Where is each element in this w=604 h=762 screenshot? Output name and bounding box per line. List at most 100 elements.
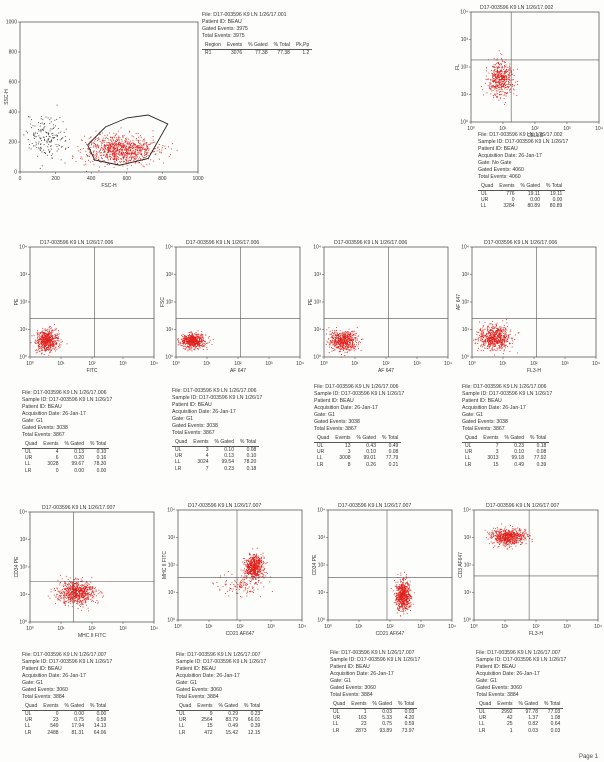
event-dot	[129, 140, 131, 142]
event-dot	[132, 140, 134, 142]
event-dot	[131, 152, 133, 154]
event-dot	[124, 144, 126, 146]
event-dot	[503, 73, 505, 75]
stats-cell: 0.08	[536, 449, 547, 456]
dot-layer	[473, 319, 520, 356]
event-dot	[501, 345, 503, 347]
event-dot	[46, 140, 48, 142]
event-dot	[49, 325, 51, 327]
event-dot	[117, 143, 118, 145]
event-dot	[113, 155, 115, 157]
event-dot	[105, 145, 107, 147]
event-dot	[152, 139, 154, 141]
x-tick-label: 10⁰	[468, 361, 476, 367]
event-dot	[496, 334, 497, 335]
event-dot	[40, 339, 42, 341]
event-dot	[486, 336, 488, 338]
event-dot	[81, 158, 83, 160]
event-dot	[160, 151, 162, 153]
event-dot	[501, 57, 503, 59]
event-dot	[114, 140, 116, 142]
event-dot	[39, 339, 41, 341]
event-dot	[342, 343, 344, 344]
event-dot	[196, 339, 198, 341]
event-dot	[193, 340, 195, 342]
event-dot	[110, 139, 112, 141]
event-dot	[339, 338, 341, 340]
event-dot	[72, 606, 74, 607]
event-dot	[178, 342, 180, 343]
event-dot	[495, 73, 497, 75]
event-dot	[64, 589, 66, 590]
event-dot	[184, 337, 186, 339]
event-dot	[66, 343, 68, 345]
event-dot	[356, 342, 358, 343]
event-dot	[107, 151, 109, 153]
stats-header-cell: Events	[332, 435, 354, 443]
event-dot	[186, 338, 188, 340]
event-dot	[510, 79, 512, 81]
event-dot	[47, 117, 49, 119]
event-dot	[28, 147, 30, 149]
event-dot	[36, 147, 38, 149]
event-dot	[83, 588, 85, 589]
event-dot	[116, 156, 118, 157]
event-dot	[85, 581, 87, 583]
event-dot	[54, 137, 56, 139]
event-dot	[497, 74, 499, 76]
event-dot	[44, 349, 46, 350]
event-dot	[88, 610, 89, 612]
event-dot	[146, 153, 148, 155]
event-dot	[134, 144, 136, 145]
event-dot	[507, 335, 509, 336]
event-dot	[60, 131, 62, 133]
event-dot	[495, 64, 496, 66]
event-dot	[492, 78, 494, 80]
event-dot	[502, 353, 504, 355]
x-axis-label: FITC	[86, 368, 97, 374]
event-dot	[188, 347, 190, 348]
event-dot	[97, 143, 99, 145]
event-dot	[203, 344, 205, 346]
event-dot	[494, 349, 496, 351]
event-dot	[199, 345, 201, 347]
event-dot	[119, 151, 121, 153]
event-dot	[334, 341, 336, 342]
event-dot	[106, 157, 108, 159]
event-dot	[501, 81, 503, 83]
event-dot	[198, 333, 200, 335]
event-dot	[184, 339, 186, 341]
event-dot	[183, 336, 185, 337]
event-dot	[51, 336, 53, 337]
event-dot	[488, 341, 490, 343]
event-dot	[145, 143, 147, 145]
event-dot	[104, 149, 106, 151]
event-dot	[491, 343, 493, 344]
stats-cell: 13	[344, 443, 351, 449]
event-dot	[103, 154, 105, 156]
event-dot	[50, 335, 52, 337]
event-dot	[194, 338, 196, 340]
event-dot	[509, 69, 511, 71]
event-dot	[125, 153, 127, 155]
event-dot	[126, 160, 128, 162]
event-dot	[50, 140, 52, 142]
event-dot	[498, 63, 500, 65]
event-dot	[90, 593, 92, 595]
event-dot	[77, 601, 79, 603]
event-dot	[505, 86, 506, 88]
event-dot	[137, 145, 139, 147]
event-dot	[107, 162, 109, 164]
event-dot	[509, 65, 510, 67]
event-dot	[349, 333, 351, 335]
event-dot	[79, 151, 81, 153]
event-dot	[503, 330, 505, 331]
event-dot	[336, 329, 338, 331]
event-dot	[81, 587, 83, 589]
event-dot	[82, 590, 84, 592]
event-dot	[188, 345, 190, 347]
mhcii-cd34-scatter-plot: 10⁰ 10⁰ 10¹ 10¹ 10² 10² 10³ 10³ 10⁴ 10⁴ MHC II FIT…	[14, 510, 160, 640]
event-dot	[500, 338, 502, 340]
event-dot	[104, 166, 106, 167]
stats-row: UR 3 0.10 0.08	[462, 449, 549, 455]
